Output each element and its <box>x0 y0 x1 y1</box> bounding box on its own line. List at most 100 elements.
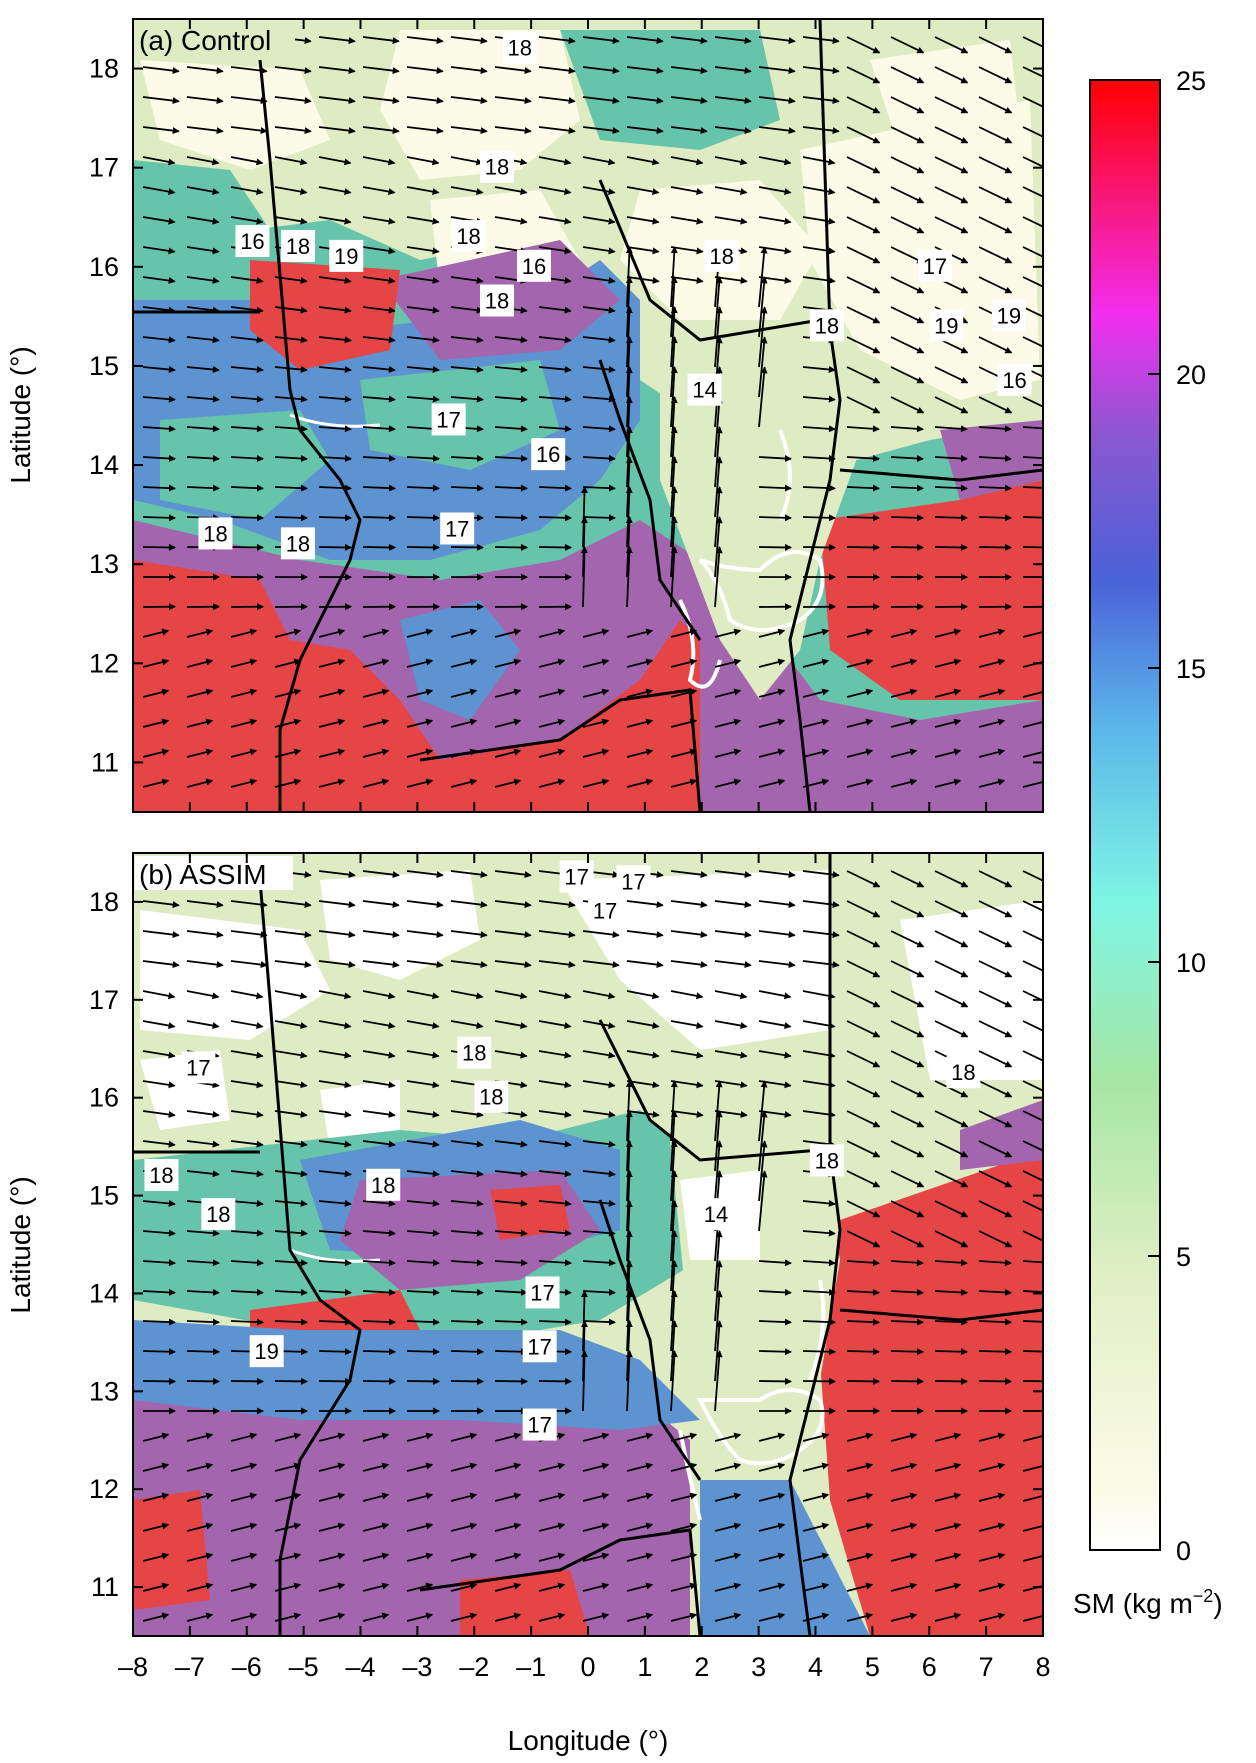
wind-arrow <box>714 1050 748 1059</box>
wind-arrow <box>494 1050 528 1059</box>
wind-arrow <box>1022 1290 1043 1293</box>
wind-arrow <box>362 36 400 45</box>
wind-arrow <box>450 870 488 879</box>
y-tick-label: 14 <box>89 450 119 480</box>
wind-arrow <box>406 36 444 45</box>
wind-arrow <box>890 66 925 84</box>
wind-arrow <box>714 66 752 75</box>
wind-arrow <box>582 718 610 728</box>
wind-arrow <box>670 748 698 758</box>
wind-arrow <box>846 156 881 174</box>
y-tick-label: 18 <box>89 887 119 917</box>
wind-arrow <box>318 216 352 225</box>
wind-arrow <box>538 425 572 433</box>
wind-arrow <box>1022 1140 1043 1152</box>
wind-arrow <box>714 1582 742 1592</box>
wind-arrow <box>978 1432 1006 1442</box>
wind-arrow <box>538 1522 566 1532</box>
wind-arrow <box>626 1552 654 1562</box>
wind-arrow <box>1022 1492 1043 1502</box>
wind-arrow <box>670 1582 698 1592</box>
wind-arrow <box>670 1432 698 1442</box>
wind-arrow <box>318 336 352 344</box>
wind-arrow <box>802 930 840 939</box>
wind-arrow <box>890 1020 925 1038</box>
wind-arrow <box>1022 426 1043 430</box>
wind-arrow <box>670 1522 698 1532</box>
wind-arrow <box>758 1462 786 1472</box>
wind-arrow <box>230 216 264 225</box>
wind-arrow <box>230 1432 258 1442</box>
wind-arrow <box>186 1170 220 1178</box>
wind-arrow <box>230 1080 264 1089</box>
y-tick-label: 16 <box>89 252 119 282</box>
wind-arrow <box>890 658 918 668</box>
wind-arrow <box>142 748 170 758</box>
wind-arrow <box>230 1612 258 1622</box>
wind-arrow <box>538 1582 566 1592</box>
wind-arrow <box>274 96 312 105</box>
wind-arrow <box>494 96 532 105</box>
wind-arrow <box>450 900 488 909</box>
wind-arrow <box>538 900 576 909</box>
wind-arrow <box>494 778 522 788</box>
wind-arrow <box>626 1020 660 1029</box>
wind-arrow <box>934 1020 969 1038</box>
wind-arrow <box>362 395 396 403</box>
wind-arrow <box>406 930 444 939</box>
wind-arrow <box>538 658 566 668</box>
wind-arrow <box>494 658 522 668</box>
panel-a: (a) Control 18 18 18 16 18 19 16 18 18 17 18 19 19 16… <box>89 18 1044 813</box>
wind-arrow <box>494 425 528 433</box>
very-dry-region <box>140 910 330 1040</box>
contour-label: 18 <box>371 1173 395 1198</box>
wind-arrow <box>758 1170 768 1232</box>
wind-arrow <box>362 960 400 969</box>
wind-arrow <box>494 960 532 969</box>
wind-arrow <box>494 628 522 638</box>
wind-arrow <box>758 96 796 105</box>
wind-arrow <box>406 96 444 105</box>
wind-arrow <box>890 1259 924 1267</box>
wind-arrow <box>450 990 484 1000</box>
wind-arrow <box>230 276 264 284</box>
wind-arrow <box>186 718 214 728</box>
contour-label: 17 <box>527 1334 551 1359</box>
contour-label-bg <box>235 225 270 258</box>
wind-arrow <box>802 1582 830 1592</box>
wind-arrow <box>890 1170 925 1188</box>
wind-arrow <box>802 1612 830 1622</box>
wind-arrow <box>1022 960 1043 972</box>
wind-arrow <box>406 658 434 668</box>
wind-arrow <box>978 870 1013 888</box>
contour-label-bg <box>181 1051 216 1084</box>
country-border <box>839 1308 1043 1322</box>
wind-arrow <box>274 484 308 492</box>
wind-arrow <box>626 36 664 45</box>
wind-arrow <box>318 1462 346 1472</box>
wind-arrow <box>450 156 484 166</box>
wind-arrow <box>362 718 390 728</box>
wind-arrow <box>1022 246 1043 258</box>
wind-arrow <box>406 66 444 75</box>
wind-arrow <box>186 1259 220 1267</box>
wind-arrow <box>230 186 264 195</box>
wind-arrow <box>670 1050 704 1059</box>
white-contour <box>698 550 825 632</box>
wind-arrow <box>494 366 528 373</box>
wind-arrow <box>846 658 874 668</box>
wind-arrow <box>186 778 214 788</box>
contour-label: 17 <box>530 1280 554 1305</box>
wind-arrow <box>934 1348 968 1356</box>
wind-arrow <box>714 778 742 788</box>
wind-arrow <box>186 1020 220 1029</box>
wind-arrow <box>538 306 572 314</box>
wind-arrow <box>1022 156 1043 168</box>
wind-arrow <box>714 1492 742 1502</box>
wind-arrow <box>670 870 708 879</box>
x-tick-label: –3 <box>402 1652 432 1682</box>
x-tick-label: –7 <box>175 1652 205 1682</box>
colorbar: 0 5 10 15 20 25 SM (kg m−2) <box>1073 66 1223 1619</box>
wind-arrow <box>714 96 752 105</box>
